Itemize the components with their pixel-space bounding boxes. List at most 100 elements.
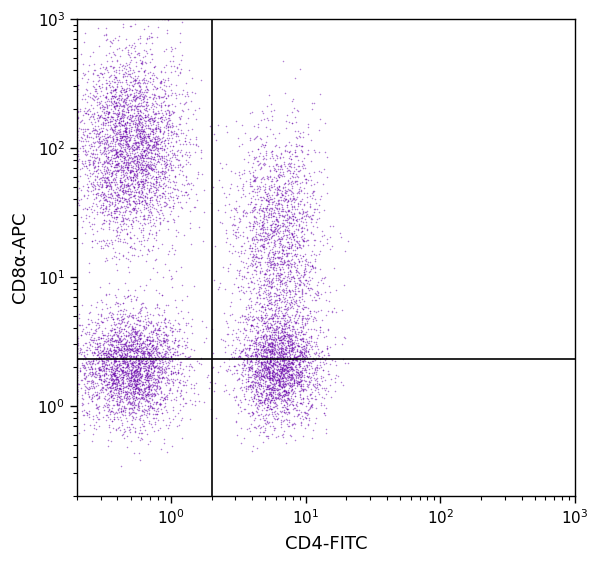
Point — [259, 217, 268, 226]
Point — [253, 379, 262, 388]
Point — [128, 130, 138, 139]
Point — [135, 218, 145, 227]
Point — [179, 107, 188, 116]
Point — [305, 374, 315, 383]
Point — [266, 294, 275, 303]
Point — [121, 331, 131, 340]
Point — [109, 376, 118, 385]
Point — [160, 75, 170, 84]
Point — [92, 345, 102, 354]
Point — [147, 370, 157, 379]
Point — [288, 360, 298, 369]
Point — [287, 292, 297, 301]
Point — [121, 58, 131, 67]
Point — [134, 367, 143, 376]
Point — [135, 305, 145, 314]
Point — [262, 326, 271, 335]
Point — [151, 361, 160, 370]
Point — [287, 354, 297, 363]
Point — [125, 206, 135, 215]
Point — [121, 352, 130, 361]
Point — [269, 161, 278, 170]
Point — [290, 147, 300, 156]
Point — [115, 181, 124, 190]
Point — [116, 149, 125, 158]
Point — [124, 342, 133, 351]
Point — [284, 352, 294, 361]
Point — [275, 379, 284, 388]
Point — [92, 336, 101, 345]
Point — [139, 352, 149, 362]
Point — [130, 328, 139, 337]
Point — [140, 312, 150, 321]
Point — [154, 377, 163, 386]
Point — [246, 301, 256, 310]
Point — [276, 376, 286, 385]
Point — [140, 384, 150, 393]
Point — [107, 211, 116, 220]
Point — [266, 392, 275, 401]
Point — [111, 148, 121, 157]
Point — [254, 204, 263, 213]
Point — [128, 359, 138, 368]
Point — [111, 169, 121, 178]
Point — [160, 86, 169, 95]
Point — [110, 122, 120, 131]
Point — [156, 363, 166, 372]
Point — [263, 383, 273, 392]
Point — [278, 168, 287, 177]
Point — [133, 346, 142, 355]
Point — [250, 414, 260, 423]
Point — [286, 228, 296, 237]
Point — [72, 272, 82, 281]
Point — [122, 117, 132, 126]
Point — [160, 337, 170, 346]
Point — [292, 370, 301, 379]
Point — [275, 353, 285, 362]
Point — [128, 351, 138, 360]
Point — [291, 298, 301, 307]
Point — [336, 377, 346, 386]
Point — [101, 92, 110, 102]
Point — [124, 102, 133, 111]
Point — [108, 369, 118, 378]
Point — [133, 124, 142, 133]
Point — [104, 96, 113, 105]
Point — [127, 105, 136, 114]
Point — [253, 345, 263, 354]
Point — [214, 176, 223, 185]
Point — [108, 382, 118, 391]
Point — [286, 162, 295, 171]
Point — [134, 199, 144, 208]
Point — [284, 360, 293, 369]
Point — [180, 136, 190, 145]
Point — [131, 116, 141, 125]
Point — [91, 390, 101, 399]
Point — [108, 244, 118, 253]
Point — [133, 401, 143, 410]
Point — [257, 221, 267, 230]
Point — [263, 197, 273, 206]
Point — [287, 390, 296, 399]
Point — [268, 275, 277, 284]
Point — [72, 367, 82, 376]
Point — [256, 423, 266, 432]
Point — [142, 144, 151, 153]
Point — [261, 138, 271, 147]
Point — [133, 157, 143, 166]
Point — [160, 305, 169, 314]
Point — [296, 366, 305, 375]
Point — [232, 208, 242, 217]
Point — [104, 192, 114, 201]
Point — [140, 90, 149, 99]
Point — [149, 342, 159, 351]
Point — [97, 80, 107, 89]
Point — [95, 385, 105, 394]
Point — [88, 412, 98, 421]
Point — [307, 99, 317, 108]
Point — [155, 399, 164, 408]
Point — [264, 234, 274, 243]
Point — [145, 369, 154, 378]
Point — [260, 183, 270, 192]
Point — [93, 116, 103, 125]
